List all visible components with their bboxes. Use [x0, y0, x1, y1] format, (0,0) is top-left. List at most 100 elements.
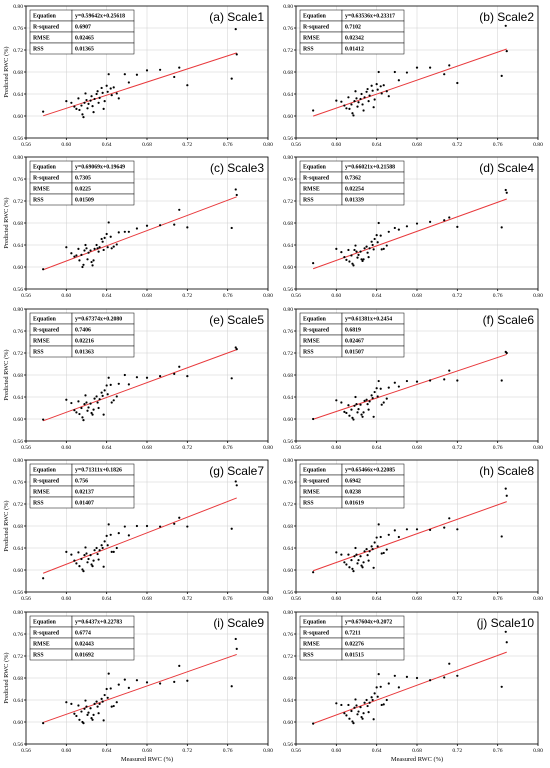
data-point [359, 706, 362, 709]
data-point [103, 693, 106, 697]
panel-label: (h) Scale8 [479, 464, 534, 478]
stat-label: Equation [303, 468, 327, 474]
data-point [178, 664, 181, 668]
data-point [361, 415, 364, 418]
data-point [70, 101, 73, 104]
data-point [379, 387, 382, 390]
x-axis-label: Measured RWC (%) [121, 756, 173, 763]
data-point [159, 68, 162, 71]
data-point [443, 378, 446, 381]
fit-line [312, 198, 507, 270]
stat-value-cell [341, 496, 405, 509]
x-tick-label: 0.56 [291, 748, 301, 754]
stat-value: 0.01507 [345, 350, 364, 356]
stat-value: y=0.65466x+0.22085 [345, 468, 395, 474]
stat-value: 0.756 [75, 479, 88, 485]
stat-label: RSS [33, 653, 44, 659]
data-point [372, 106, 375, 109]
data-point [367, 100, 370, 103]
data-point [367, 408, 370, 411]
x-tick-label: 0.56 [21, 445, 31, 451]
data-point [75, 714, 78, 718]
data-point [235, 193, 238, 197]
y-tick-label: 0.80 [283, 155, 293, 161]
data-point [415, 676, 419, 680]
data-point [159, 375, 162, 378]
y-tick-label: 0.72 [13, 654, 23, 660]
x-tick-label: 0.64 [372, 142, 382, 148]
x-tick-label: 0.68 [412, 748, 422, 754]
data-point [75, 411, 78, 414]
data-point [504, 630, 507, 633]
data-point [73, 712, 76, 715]
data-point [365, 245, 368, 248]
data-point [352, 114, 355, 117]
stat-value: y=0.67604x+0.2072 [345, 620, 392, 626]
data-point [393, 226, 396, 230]
data-point [443, 219, 446, 222]
panel-label: (c) Scale3 [210, 161, 264, 175]
data-point [380, 403, 383, 406]
data-point [70, 702, 73, 705]
data-point [505, 351, 508, 355]
data-point [98, 96, 101, 99]
data-point [429, 220, 432, 223]
panel-label: (i) Scale9 [213, 616, 264, 630]
y-tick-label: 0.56 [283, 742, 293, 748]
stat-label: RMSE [33, 339, 50, 345]
stat-value-cell [71, 345, 135, 358]
data-point [89, 707, 92, 710]
data-point [343, 410, 346, 413]
data-point [109, 87, 112, 90]
data-point [75, 254, 78, 257]
data-point [379, 234, 382, 237]
data-point [93, 702, 96, 705]
data-point [101, 546, 104, 550]
y-tick-label: 0.68 [283, 524, 293, 530]
data-point [230, 685, 233, 688]
panel-10: 0.56 0.60 0.64 0.68 0.72 0.76 0.80 0.56 0.60 0.64… [283, 610, 543, 763]
data-point [380, 703, 383, 707]
data-point [173, 372, 176, 375]
y-axis-label: Predicted RWC (%) [3, 349, 10, 400]
data-point [80, 557, 83, 561]
data-point [348, 260, 351, 263]
data-point [359, 555, 362, 558]
y-tick-label: 0.64 [283, 698, 293, 704]
stat-value: 0.7102 [345, 25, 361, 31]
data-point [101, 91, 104, 94]
data-point [73, 559, 76, 562]
stat-label: R-squared [303, 176, 330, 182]
data-point [96, 705, 99, 708]
data-point [91, 413, 94, 416]
panel-1: 0.56 0.60 0.64 0.68 0.72 0.76 0.80 0.56 0.60 0.64… [3, 4, 273, 148]
data-point [112, 245, 115, 248]
data-point [350, 103, 353, 106]
data-point [86, 258, 89, 261]
data-point [89, 554, 92, 557]
y-tick-label: 0.56 [13, 742, 23, 748]
y-tick-label: 0.76 [13, 26, 23, 32]
fit-line [312, 651, 507, 724]
data-point [107, 73, 110, 76]
stat-value: 0.01515 [345, 653, 364, 659]
stat-value-cell [341, 648, 405, 661]
x-tick-label: 0.56 [291, 142, 301, 148]
y-tick-label: 0.64 [283, 92, 293, 98]
data-point [355, 403, 358, 406]
data-point [230, 527, 233, 530]
x-tick-label: 0.60 [61, 142, 71, 148]
x-tick-label: 0.56 [21, 293, 31, 299]
data-point [387, 682, 390, 685]
data-point [82, 570, 85, 573]
data-point [448, 517, 451, 520]
data-point [385, 698, 388, 702]
x-tick-label: 0.80 [263, 293, 273, 299]
x-axis-label: Measured RWC (%) [391, 756, 443, 763]
stat-label: Equation [33, 14, 57, 20]
y-tick-label: 0.68 [13, 524, 23, 530]
data-point [372, 566, 375, 569]
data-point [505, 641, 508, 644]
data-point [443, 526, 446, 529]
data-point [82, 722, 85, 725]
